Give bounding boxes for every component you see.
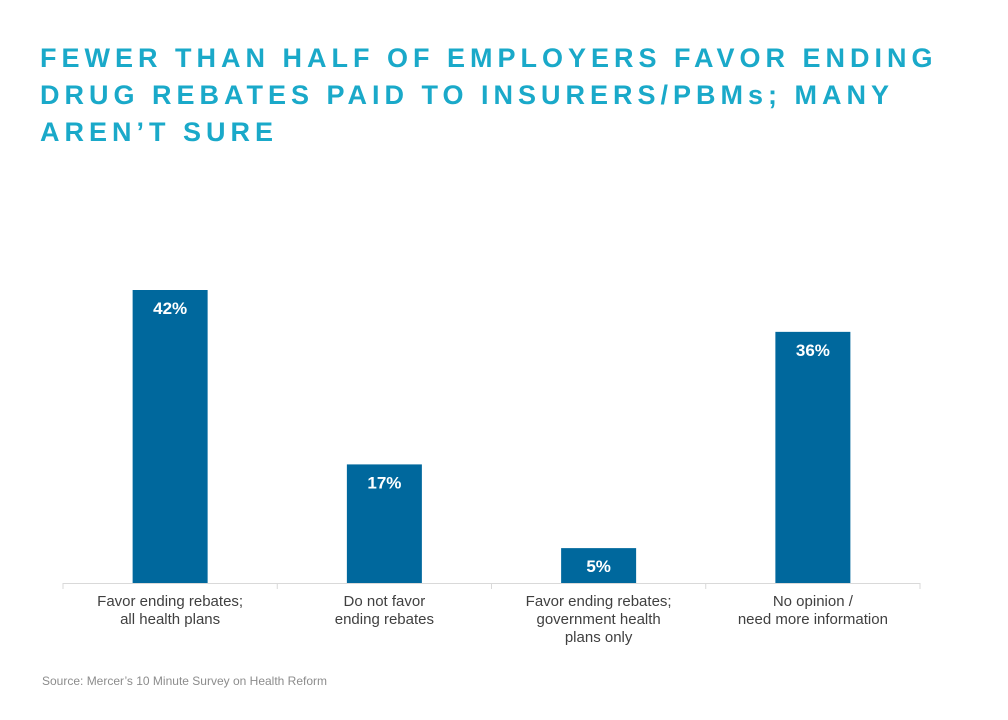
category-label-line: Do not favor: [344, 593, 426, 610]
bar-value-label: 5%: [586, 557, 611, 576]
bar-4: [775, 331, 851, 583]
category-label-line: Favor ending rebates;: [97, 593, 243, 610]
category-label: Favor ending rebates; all health plans: [97, 593, 243, 628]
category-label-line: plans only: [565, 629, 633, 646]
category-label-line: ending rebates: [335, 611, 434, 628]
category-label: Favor ending rebates; government health pl…: [526, 593, 672, 646]
category-label: No opinion / need more information: [738, 593, 888, 628]
source-note: Source: Mercer’s 10 Minute Survey on Hea…: [42, 674, 328, 688]
category-label: Do not favor ending rebates: [335, 593, 434, 628]
bar-2: [346, 464, 422, 583]
bar-value-label: 42%: [153, 299, 187, 318]
bar-3: [561, 548, 637, 583]
category-label-line: Favor ending rebates;: [526, 593, 672, 610]
category-label-line: No opinion /: [773, 593, 854, 610]
bar-1: [132, 290, 208, 583]
category-label-line: all health plans: [120, 611, 220, 628]
category-label-line: government health: [537, 611, 661, 628]
category-label-line: need more information: [738, 611, 888, 628]
chart-title: FEWER THAN HALF OF EMPLOYERS FAVOR ENDIN…: [40, 43, 938, 147]
bar-value-label: 36%: [796, 341, 830, 360]
bar-value-label: 17%: [367, 473, 401, 492]
